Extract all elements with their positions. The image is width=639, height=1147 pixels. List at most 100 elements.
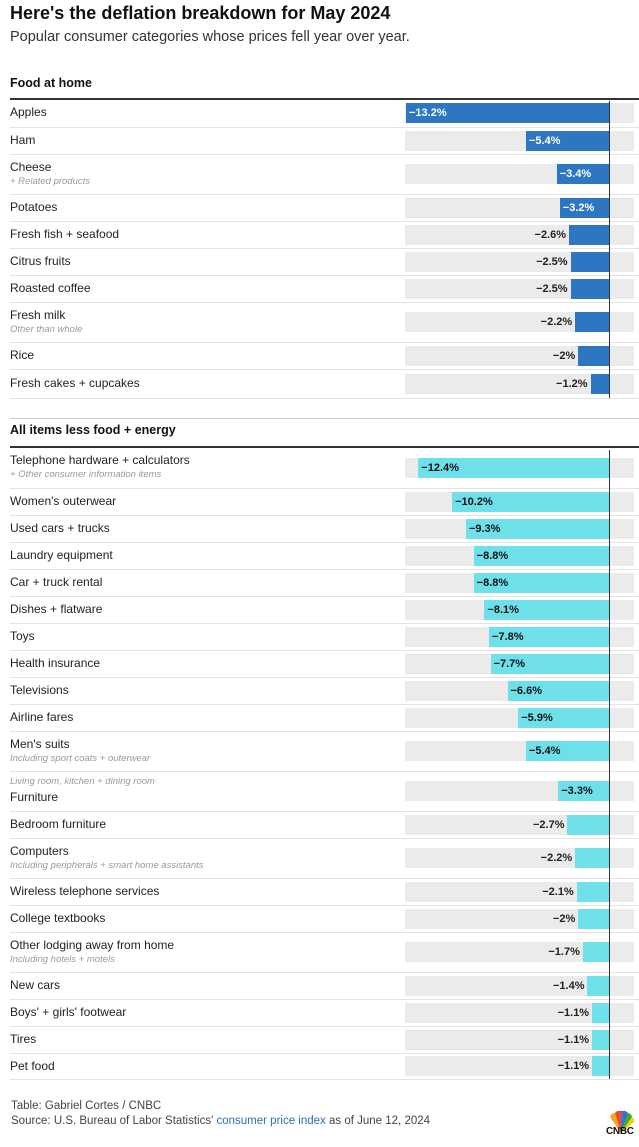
row-label: Boys' + girls' footwear (10, 1005, 127, 1019)
section-end-rule (10, 418, 639, 419)
table-row: Apples −13.2% (10, 98, 639, 128)
source-link[interactable]: consumer price index (216, 1115, 326, 1127)
data-label: −12.4% (421, 462, 459, 474)
row-label: Citrus fruits (10, 254, 71, 268)
bar-track: −1.7% (405, 942, 634, 962)
zero-axis-line (609, 450, 610, 1079)
row-label: Men's suits (10, 737, 70, 751)
row-label: College textbooks (10, 911, 106, 925)
bar-track: −5.9% (405, 708, 634, 728)
bar-track: −2.7% (405, 815, 634, 835)
bar (452, 492, 609, 512)
bar (590, 374, 609, 394)
data-label: −8.8% (476, 577, 509, 589)
bar (490, 654, 609, 674)
section-rule (10, 98, 639, 100)
row-label: Ham (10, 133, 36, 147)
data-label: −2.1% (542, 886, 574, 898)
bar-track: −8.8% (405, 573, 634, 593)
table-row: Citrus fruits −2.5% (10, 248, 639, 276)
row-label: Wireless telephone services (10, 884, 160, 898)
data-label: −2.6% (534, 229, 567, 241)
table-row: New cars −1.4% (10, 972, 639, 1000)
bar-track: −2% (405, 346, 634, 366)
table-row: Wireless telephone services −2.1% (10, 878, 639, 906)
bar (525, 131, 609, 151)
data-label: −1.4% (552, 980, 585, 992)
data-label: −3.2% (562, 202, 595, 214)
table-row: Televisions −6.6% (10, 677, 639, 705)
bar-track: −10.2% (405, 492, 634, 512)
row-label: Used cars + trucks (10, 521, 110, 535)
bar (575, 848, 609, 868)
data-label: −5.9% (521, 712, 553, 724)
table-row: Other than whole Fresh milk −2.2% (10, 302, 639, 343)
table-row: + Other consumer information items Teleph… (10, 447, 639, 489)
bar (582, 942, 609, 962)
bar-track: −2.2% (405, 848, 634, 868)
row-note: + Related products (10, 176, 91, 187)
row-label: Car + truck rental (10, 575, 103, 589)
bar-track: −1.4% (405, 976, 634, 996)
bar (406, 103, 609, 123)
table-row: Living room, kitchen + dining room Furnit… (10, 771, 639, 812)
bar (473, 573, 609, 593)
bar (484, 600, 609, 620)
bar (567, 815, 609, 835)
table-row: Rice −2% (10, 342, 639, 370)
data-label: −2% (552, 913, 576, 925)
data-label: −1.1% (557, 1007, 590, 1019)
bar (556, 164, 609, 184)
bar-track: −2.6% (405, 225, 634, 245)
bar (570, 252, 609, 272)
credit-text: Table: Gabriel Cortes / CNBC (11, 1100, 162, 1112)
row-label: Televisions (10, 683, 69, 697)
bar-track: −2.2% (405, 312, 634, 332)
table-row: Roasted coffee −2.5% (10, 275, 639, 303)
row-label: Pet food (10, 1059, 55, 1073)
bar-track: −3.3% (405, 781, 634, 801)
row-label: Toys (10, 629, 35, 643)
bar (525, 741, 609, 761)
table-row: Pet food −1.1% (10, 1053, 639, 1080)
bar-track: −3.4% (405, 164, 634, 184)
row-note: Including peripherals + smart home assis… (10, 860, 204, 871)
bar (578, 909, 609, 929)
section-rule (10, 446, 639, 448)
data-label: −2% (552, 350, 576, 362)
bar-track: −5.4% (405, 131, 634, 151)
bar (559, 198, 609, 218)
table-row: Health insurance −7.7% (10, 650, 639, 678)
cnbc-logo-text: CNBC (606, 1126, 634, 1137)
data-label: −3.3% (561, 785, 593, 797)
chart-title: Here's the deflation breakdown for May 2… (10, 3, 391, 23)
row-label: Laundry equipment (10, 548, 113, 562)
table-row: Used cars + trucks −9.3% (10, 515, 639, 543)
row-note: Other than whole (10, 324, 83, 335)
row-label: Roasted coffee (10, 281, 91, 295)
row-label: Other lodging away from home (10, 938, 175, 952)
table-row: Dishes + flatware −8.1% (10, 596, 639, 624)
bar-track: −2.5% (405, 252, 634, 272)
table-row: College textbooks −2% (10, 905, 639, 933)
table-row: Boys' + girls' footwear −1.1% (10, 999, 639, 1027)
bar-track: −1.1% (405, 1003, 634, 1023)
bar-track: −5.4% (405, 741, 634, 761)
bar-track: −7.7% (405, 654, 634, 674)
data-label: −2.7% (532, 819, 565, 831)
bar (518, 708, 609, 728)
source-suffix: as of June 12, 2024 (329, 1115, 431, 1127)
data-label: −8.1% (487, 604, 519, 616)
table-row: Toys −7.8% (10, 623, 639, 651)
bar-track: −2.5% (405, 279, 634, 299)
bar-track: −2.1% (405, 882, 634, 902)
bar (575, 312, 609, 332)
bar-track: −2% (405, 909, 634, 929)
bar-track: −7.8% (405, 627, 634, 647)
bar (507, 681, 609, 701)
row-label: Telephone hardware + calculators (10, 453, 190, 467)
table-row: Fresh fish + seafood −2.6% (10, 221, 639, 249)
source-line: Source: U.S. Bureau of Labor Statistics'… (11, 1115, 430, 1127)
table-row: Ham −5.4% (10, 127, 639, 155)
bar-track: −8.1% (405, 600, 634, 620)
